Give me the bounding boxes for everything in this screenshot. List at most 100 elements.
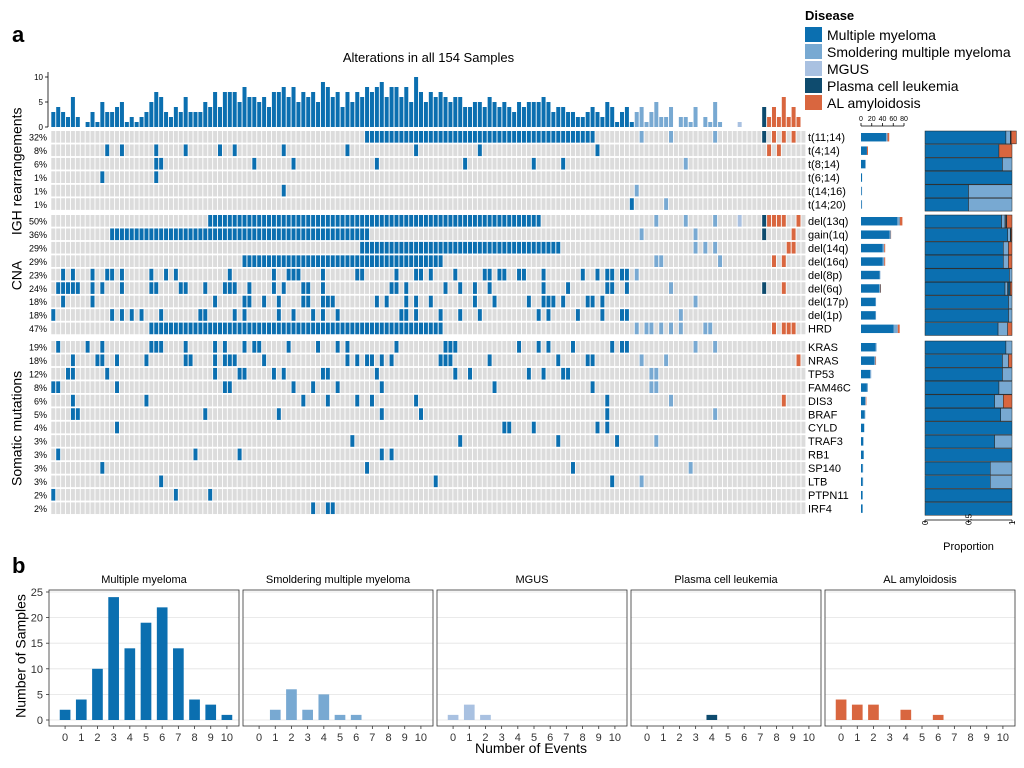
heatmap-cell: [566, 309, 570, 321]
heatmap-cell: [345, 309, 349, 321]
heatmap-cell: [551, 435, 555, 447]
heatmap-cell: [605, 462, 609, 474]
heatmap-cell: [600, 368, 604, 380]
heatmap-cell: [478, 171, 482, 183]
heatmap-cell: [738, 395, 742, 407]
heatmap-cell: [747, 489, 751, 501]
count-bar-segment: [863, 464, 864, 472]
heatmap-cell: [321, 489, 325, 501]
heatmap-cell: [620, 489, 624, 501]
heatmap-cell: [130, 368, 134, 380]
heatmap-cell: [787, 489, 791, 501]
heatmap-cell: [772, 489, 776, 501]
heatmap-cell: [125, 144, 129, 156]
heatmap-cell: [605, 502, 609, 514]
heatmap-cell: [345, 185, 349, 197]
heatmap-cell: [355, 476, 359, 488]
heatmap-cell: [179, 228, 183, 240]
heatmap-cell: [76, 502, 80, 514]
heatmap-cell: [743, 323, 747, 335]
proportion-bar-segment: [925, 269, 1009, 282]
heatmap-cell: [473, 144, 477, 156]
heatmap-cell: [522, 381, 526, 393]
heatmap-cell: [189, 296, 193, 308]
heatmap-cell: [497, 354, 501, 366]
heatmap-cell: [517, 269, 521, 281]
heatmap-cell: [502, 449, 506, 461]
heatmap-cell: [517, 462, 521, 474]
heatmap-cell: [723, 296, 727, 308]
heatmap-cell: [733, 354, 737, 366]
heatmap-cell: [233, 309, 237, 321]
heatmap-cell: [615, 449, 619, 461]
heatmap-cell: [100, 269, 104, 281]
heatmap-cell: [243, 255, 247, 267]
heatmap-cell: [576, 435, 580, 447]
heatmap-cell: [390, 381, 394, 393]
heatmap-cell: [522, 158, 526, 170]
heatmap-cell: [698, 269, 702, 281]
histogram-bar: [706, 715, 717, 720]
heatmap-cell: [649, 296, 653, 308]
heatmap-cell: [360, 381, 364, 393]
heatmap-cell: [488, 309, 492, 321]
heatmap-cell: [576, 158, 580, 170]
heatmap-cell: [154, 309, 158, 321]
heatmap-cell: [600, 323, 604, 335]
sample-event-bar: [659, 117, 663, 127]
heatmap-cell: [571, 282, 575, 294]
heatmap-cell: [625, 449, 629, 461]
heatmap-cell: [213, 395, 217, 407]
heatmap-cell: [404, 435, 408, 447]
count-bar-segment: [861, 478, 863, 486]
heatmap-cell: [144, 381, 148, 393]
sample-event-bar: [331, 97, 335, 127]
heatmap-cell: [174, 269, 178, 281]
heatmap-cell: [674, 131, 678, 143]
heatmap-cell: [287, 422, 291, 434]
heatmap-cell: [61, 323, 65, 335]
heatmap-cell: [296, 476, 300, 488]
heatmap-cell: [561, 255, 565, 267]
row-percent: 47%: [29, 324, 47, 334]
heatmap-cell: [512, 354, 516, 366]
heatmap-cell: [115, 228, 119, 240]
heatmap-cell: [801, 158, 805, 170]
heatmap-cell: [81, 269, 85, 281]
heatmap-cell: [385, 502, 389, 514]
heatmap-cell: [679, 354, 683, 366]
proportion-bar-segment: [1009, 354, 1012, 367]
heatmap-cell: [282, 462, 286, 474]
heatmap-cell: [86, 462, 90, 474]
heatmap-cell: [493, 282, 497, 294]
heatmap-cell: [605, 489, 609, 501]
heatmap-cell: [218, 215, 222, 227]
sample-event-bar: [208, 107, 212, 127]
heatmap-cell: [326, 171, 330, 183]
heatmap-cell: [640, 255, 644, 267]
heatmap-cell: [473, 435, 477, 447]
heatmap-cell: [649, 408, 653, 420]
heatmap-cell: [233, 395, 237, 407]
heatmap-cell: [61, 368, 65, 380]
heatmap-cell: [664, 368, 668, 380]
heatmap-cell: [296, 462, 300, 474]
heatmap-cell: [95, 144, 99, 156]
heatmap-cell: [586, 158, 590, 170]
heatmap-cell: [262, 158, 266, 170]
heatmap-cell: [782, 215, 786, 227]
heatmap-cell: [144, 131, 148, 143]
heatmap-cell: [551, 368, 555, 380]
heatmap-cell: [311, 502, 315, 514]
heatmap-cell: [556, 422, 560, 434]
heatmap-cell: [154, 296, 158, 308]
x-tick-label: 1: [854, 732, 860, 744]
heatmap-cell: [193, 408, 197, 420]
heatmap-cell: [429, 354, 433, 366]
count-bar-segment: [886, 133, 887, 141]
x-tick-label: 10: [997, 732, 1009, 744]
heatmap-cell: [51, 476, 55, 488]
heatmap-cell: [233, 435, 237, 447]
heatmap-cell: [684, 309, 688, 321]
heatmap-cell: [360, 296, 364, 308]
